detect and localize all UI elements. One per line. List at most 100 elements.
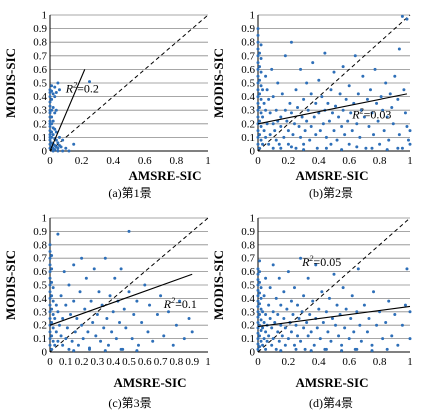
data-point	[51, 92, 55, 96]
data-point	[78, 290, 82, 294]
data-point	[318, 129, 322, 133]
data-point	[391, 122, 395, 126]
data-point	[258, 105, 262, 109]
data-point	[329, 142, 333, 146]
data-point	[61, 149, 65, 153]
data-point	[303, 347, 307, 351]
data-point	[396, 146, 400, 150]
data-point	[110, 330, 114, 334]
data-point	[119, 267, 123, 271]
data-point	[259, 57, 263, 61]
panel-caption: (a)第1景	[108, 186, 151, 200]
data-point	[48, 337, 52, 341]
data-point	[273, 129, 277, 133]
data-point	[390, 105, 394, 109]
data-point	[340, 343, 344, 347]
data-point	[403, 303, 407, 307]
fit-line	[49, 273, 193, 326]
r-squared-label: R2=0.05	[301, 254, 341, 269]
data-point	[88, 347, 91, 351]
data-point	[258, 259, 262, 263]
y-tick-label: 0.5	[241, 78, 255, 90]
y-tick-label: 1	[250, 10, 256, 22]
data-point	[279, 125, 283, 129]
data-point	[367, 125, 371, 129]
data-point	[262, 321, 266, 325]
data-point	[259, 307, 263, 311]
data-point	[261, 88, 265, 92]
data-point	[271, 263, 275, 267]
r-squared-label: R2=0.1	[163, 296, 197, 311]
data-point	[65, 326, 69, 330]
data-point	[324, 135, 328, 139]
data-point	[256, 321, 260, 325]
data-point	[48, 95, 52, 99]
identity-line	[257, 14, 411, 152]
data-point	[359, 108, 363, 112]
data-point	[259, 125, 263, 129]
data-point	[264, 108, 268, 112]
data-point	[258, 133, 262, 137]
data-point	[317, 307, 321, 311]
data-point	[124, 326, 128, 330]
data-point	[256, 304, 260, 308]
data-point	[67, 149, 71, 153]
data-point	[353, 54, 357, 58]
y-tick-label: 0.9	[33, 23, 47, 35]
data-point	[387, 299, 391, 303]
data-point	[262, 101, 266, 105]
data-point	[361, 74, 365, 78]
data-point	[276, 81, 280, 85]
y-tick-label: 0.9	[33, 226, 47, 238]
data-point	[289, 299, 293, 303]
data-point	[314, 101, 318, 105]
data-point	[140, 321, 144, 325]
data-point	[69, 312, 73, 316]
panel-caption: (d)第4景	[309, 396, 353, 410]
data-point	[375, 101, 379, 105]
y-tick-label: 0.4	[33, 293, 47, 305]
x-tick-label: 0.6	[342, 356, 356, 368]
data-point	[111, 310, 115, 314]
data-point	[370, 146, 374, 150]
x-tick-label: 0.2	[75, 155, 89, 167]
data-point	[259, 138, 263, 142]
data-point	[256, 342, 260, 346]
data-point	[80, 323, 84, 327]
y-axis-title: MODIS-SIC	[3, 48, 18, 118]
data-point	[50, 135, 54, 139]
data-point	[48, 283, 52, 287]
data-point	[286, 270, 290, 274]
data-point	[256, 278, 260, 282]
y-tick-label: 0.2	[33, 118, 47, 130]
data-point	[406, 138, 410, 142]
data-point	[280, 334, 284, 338]
data-point	[264, 312, 268, 316]
y-tick-label: 0.8	[33, 37, 47, 49]
data-point	[267, 334, 271, 338]
data-point	[292, 122, 296, 126]
data-point	[264, 74, 268, 78]
data-point	[359, 339, 363, 343]
data-point	[347, 337, 351, 341]
data-point	[256, 283, 260, 287]
data-point	[94, 334, 98, 338]
data-point	[271, 95, 275, 99]
data-point	[50, 108, 54, 112]
data-point	[271, 146, 275, 150]
data-point	[53, 111, 57, 115]
data-point	[318, 337, 322, 341]
y-tick-label: 0.7	[33, 253, 47, 265]
data-point	[62, 270, 66, 274]
data-point	[268, 317, 272, 320]
y-tick-label: 0.1	[241, 132, 255, 144]
data-point	[64, 146, 68, 150]
data-point	[338, 92, 342, 96]
data-point	[343, 326, 347, 330]
data-point	[48, 100, 52, 104]
data-point	[56, 146, 60, 150]
data-point	[258, 302, 262, 306]
data-point	[54, 108, 58, 112]
data-point	[326, 101, 330, 105]
panel-caption: (b)第2景	[309, 186, 353, 200]
